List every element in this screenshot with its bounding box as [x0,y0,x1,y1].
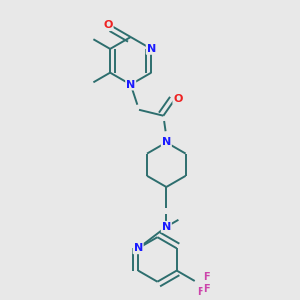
Text: F: F [203,284,210,294]
Text: O: O [173,94,183,104]
Text: N: N [147,44,156,54]
Text: N: N [126,80,135,89]
Text: N: N [162,137,171,147]
Text: N: N [134,243,143,253]
Text: N: N [162,222,171,232]
Text: O: O [103,20,113,30]
Text: F: F [197,287,203,297]
Text: F: F [203,272,210,282]
